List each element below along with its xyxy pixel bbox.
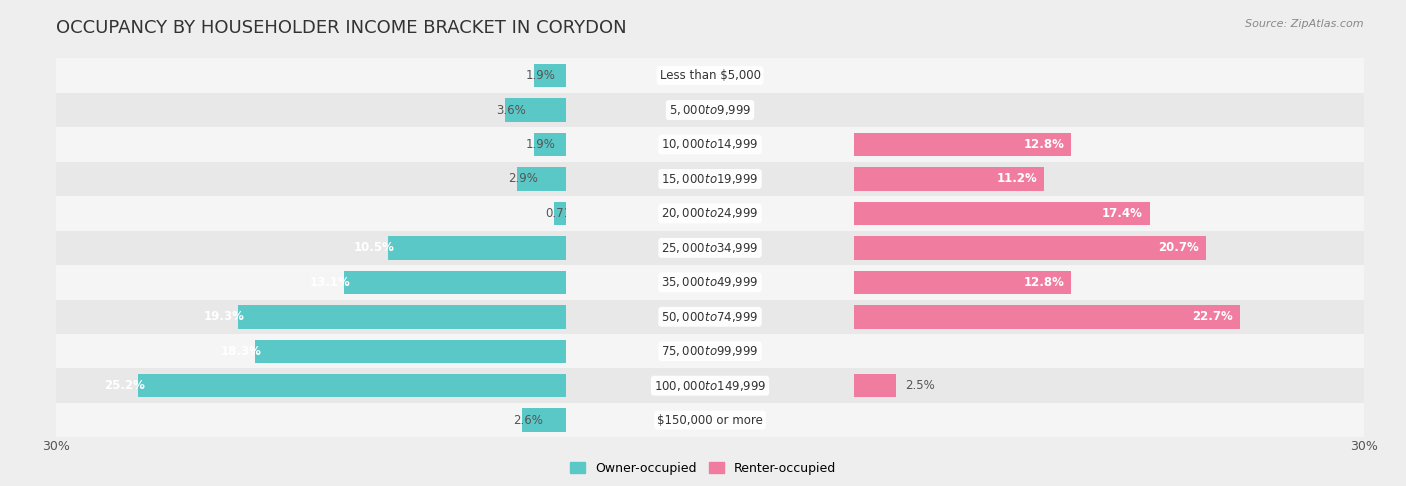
Text: OCCUPANCY BY HOUSEHOLDER INCOME BRACKET IN CORYDON: OCCUPANCY BY HOUSEHOLDER INCOME BRACKET … xyxy=(56,19,627,37)
Bar xyxy=(554,202,567,225)
Bar xyxy=(505,98,567,122)
Bar xyxy=(522,408,567,432)
Bar xyxy=(534,133,567,156)
Text: 0.71%: 0.71% xyxy=(546,207,583,220)
Bar xyxy=(567,265,853,299)
Bar xyxy=(853,374,897,398)
Bar xyxy=(56,127,567,162)
Bar xyxy=(853,231,1364,265)
Text: $35,000 to $49,999: $35,000 to $49,999 xyxy=(661,276,759,289)
Text: $75,000 to $99,999: $75,000 to $99,999 xyxy=(661,344,759,358)
Text: 12.8%: 12.8% xyxy=(1024,138,1064,151)
Bar xyxy=(853,236,1206,260)
Bar xyxy=(853,167,1045,191)
Bar xyxy=(56,231,567,265)
Bar xyxy=(567,368,853,403)
Bar xyxy=(853,93,1364,127)
Text: $10,000 to $14,999: $10,000 to $14,999 xyxy=(661,138,759,152)
Text: $15,000 to $19,999: $15,000 to $19,999 xyxy=(661,172,759,186)
Bar xyxy=(853,162,1364,196)
Bar xyxy=(853,133,1071,156)
Bar xyxy=(853,127,1364,162)
Bar xyxy=(567,127,853,162)
Text: $150,000 or more: $150,000 or more xyxy=(657,414,763,427)
Text: 13.1%: 13.1% xyxy=(309,276,350,289)
Bar xyxy=(388,236,567,260)
Text: 18.3%: 18.3% xyxy=(221,345,262,358)
Text: 10.5%: 10.5% xyxy=(354,242,395,254)
Text: Source: ZipAtlas.com: Source: ZipAtlas.com xyxy=(1246,19,1364,30)
Bar xyxy=(853,271,1071,294)
Bar xyxy=(138,374,567,398)
Text: 11.2%: 11.2% xyxy=(997,173,1038,186)
Bar xyxy=(567,162,853,196)
Bar xyxy=(56,196,567,231)
Bar xyxy=(853,202,1150,225)
Text: 20.7%: 20.7% xyxy=(1159,242,1199,254)
Text: 25.2%: 25.2% xyxy=(104,379,145,392)
Bar xyxy=(853,368,1364,403)
Text: 1.9%: 1.9% xyxy=(526,69,555,82)
Bar xyxy=(853,58,1364,93)
Text: 3.6%: 3.6% xyxy=(496,104,526,117)
Bar xyxy=(56,368,567,403)
Bar xyxy=(56,58,567,93)
Text: 22.7%: 22.7% xyxy=(1192,310,1233,323)
Bar xyxy=(853,305,1240,329)
Bar xyxy=(853,265,1364,299)
Bar xyxy=(56,334,567,368)
Text: 19.3%: 19.3% xyxy=(204,310,245,323)
Bar xyxy=(56,403,567,437)
Text: $20,000 to $24,999: $20,000 to $24,999 xyxy=(661,207,759,220)
Bar xyxy=(56,162,567,196)
Bar xyxy=(238,305,567,329)
Bar xyxy=(56,265,567,299)
Bar xyxy=(567,403,853,437)
Text: 12.8%: 12.8% xyxy=(1024,276,1064,289)
Bar xyxy=(567,334,853,368)
Text: 1.9%: 1.9% xyxy=(526,138,555,151)
Bar xyxy=(567,58,853,93)
Text: 2.5%: 2.5% xyxy=(905,379,935,392)
Text: 17.4%: 17.4% xyxy=(1102,207,1143,220)
Bar xyxy=(567,196,853,231)
Text: 2.6%: 2.6% xyxy=(513,414,543,427)
Legend: Owner-occupied, Renter-occupied: Owner-occupied, Renter-occupied xyxy=(565,457,841,480)
Bar xyxy=(517,167,567,191)
Bar xyxy=(853,299,1364,334)
Bar xyxy=(343,271,567,294)
Bar xyxy=(567,93,853,127)
Bar xyxy=(853,403,1364,437)
Bar xyxy=(853,196,1364,231)
Bar xyxy=(254,340,567,363)
Text: Less than $5,000: Less than $5,000 xyxy=(659,69,761,82)
Bar xyxy=(567,231,853,265)
Text: 2.9%: 2.9% xyxy=(509,173,538,186)
Text: $5,000 to $9,999: $5,000 to $9,999 xyxy=(669,103,751,117)
Text: $100,000 to $149,999: $100,000 to $149,999 xyxy=(654,379,766,393)
Bar xyxy=(567,299,853,334)
Bar xyxy=(56,93,567,127)
Bar xyxy=(56,299,567,334)
Bar xyxy=(534,64,567,87)
Bar xyxy=(853,334,1364,368)
Text: $50,000 to $74,999: $50,000 to $74,999 xyxy=(661,310,759,324)
Text: $25,000 to $34,999: $25,000 to $34,999 xyxy=(661,241,759,255)
